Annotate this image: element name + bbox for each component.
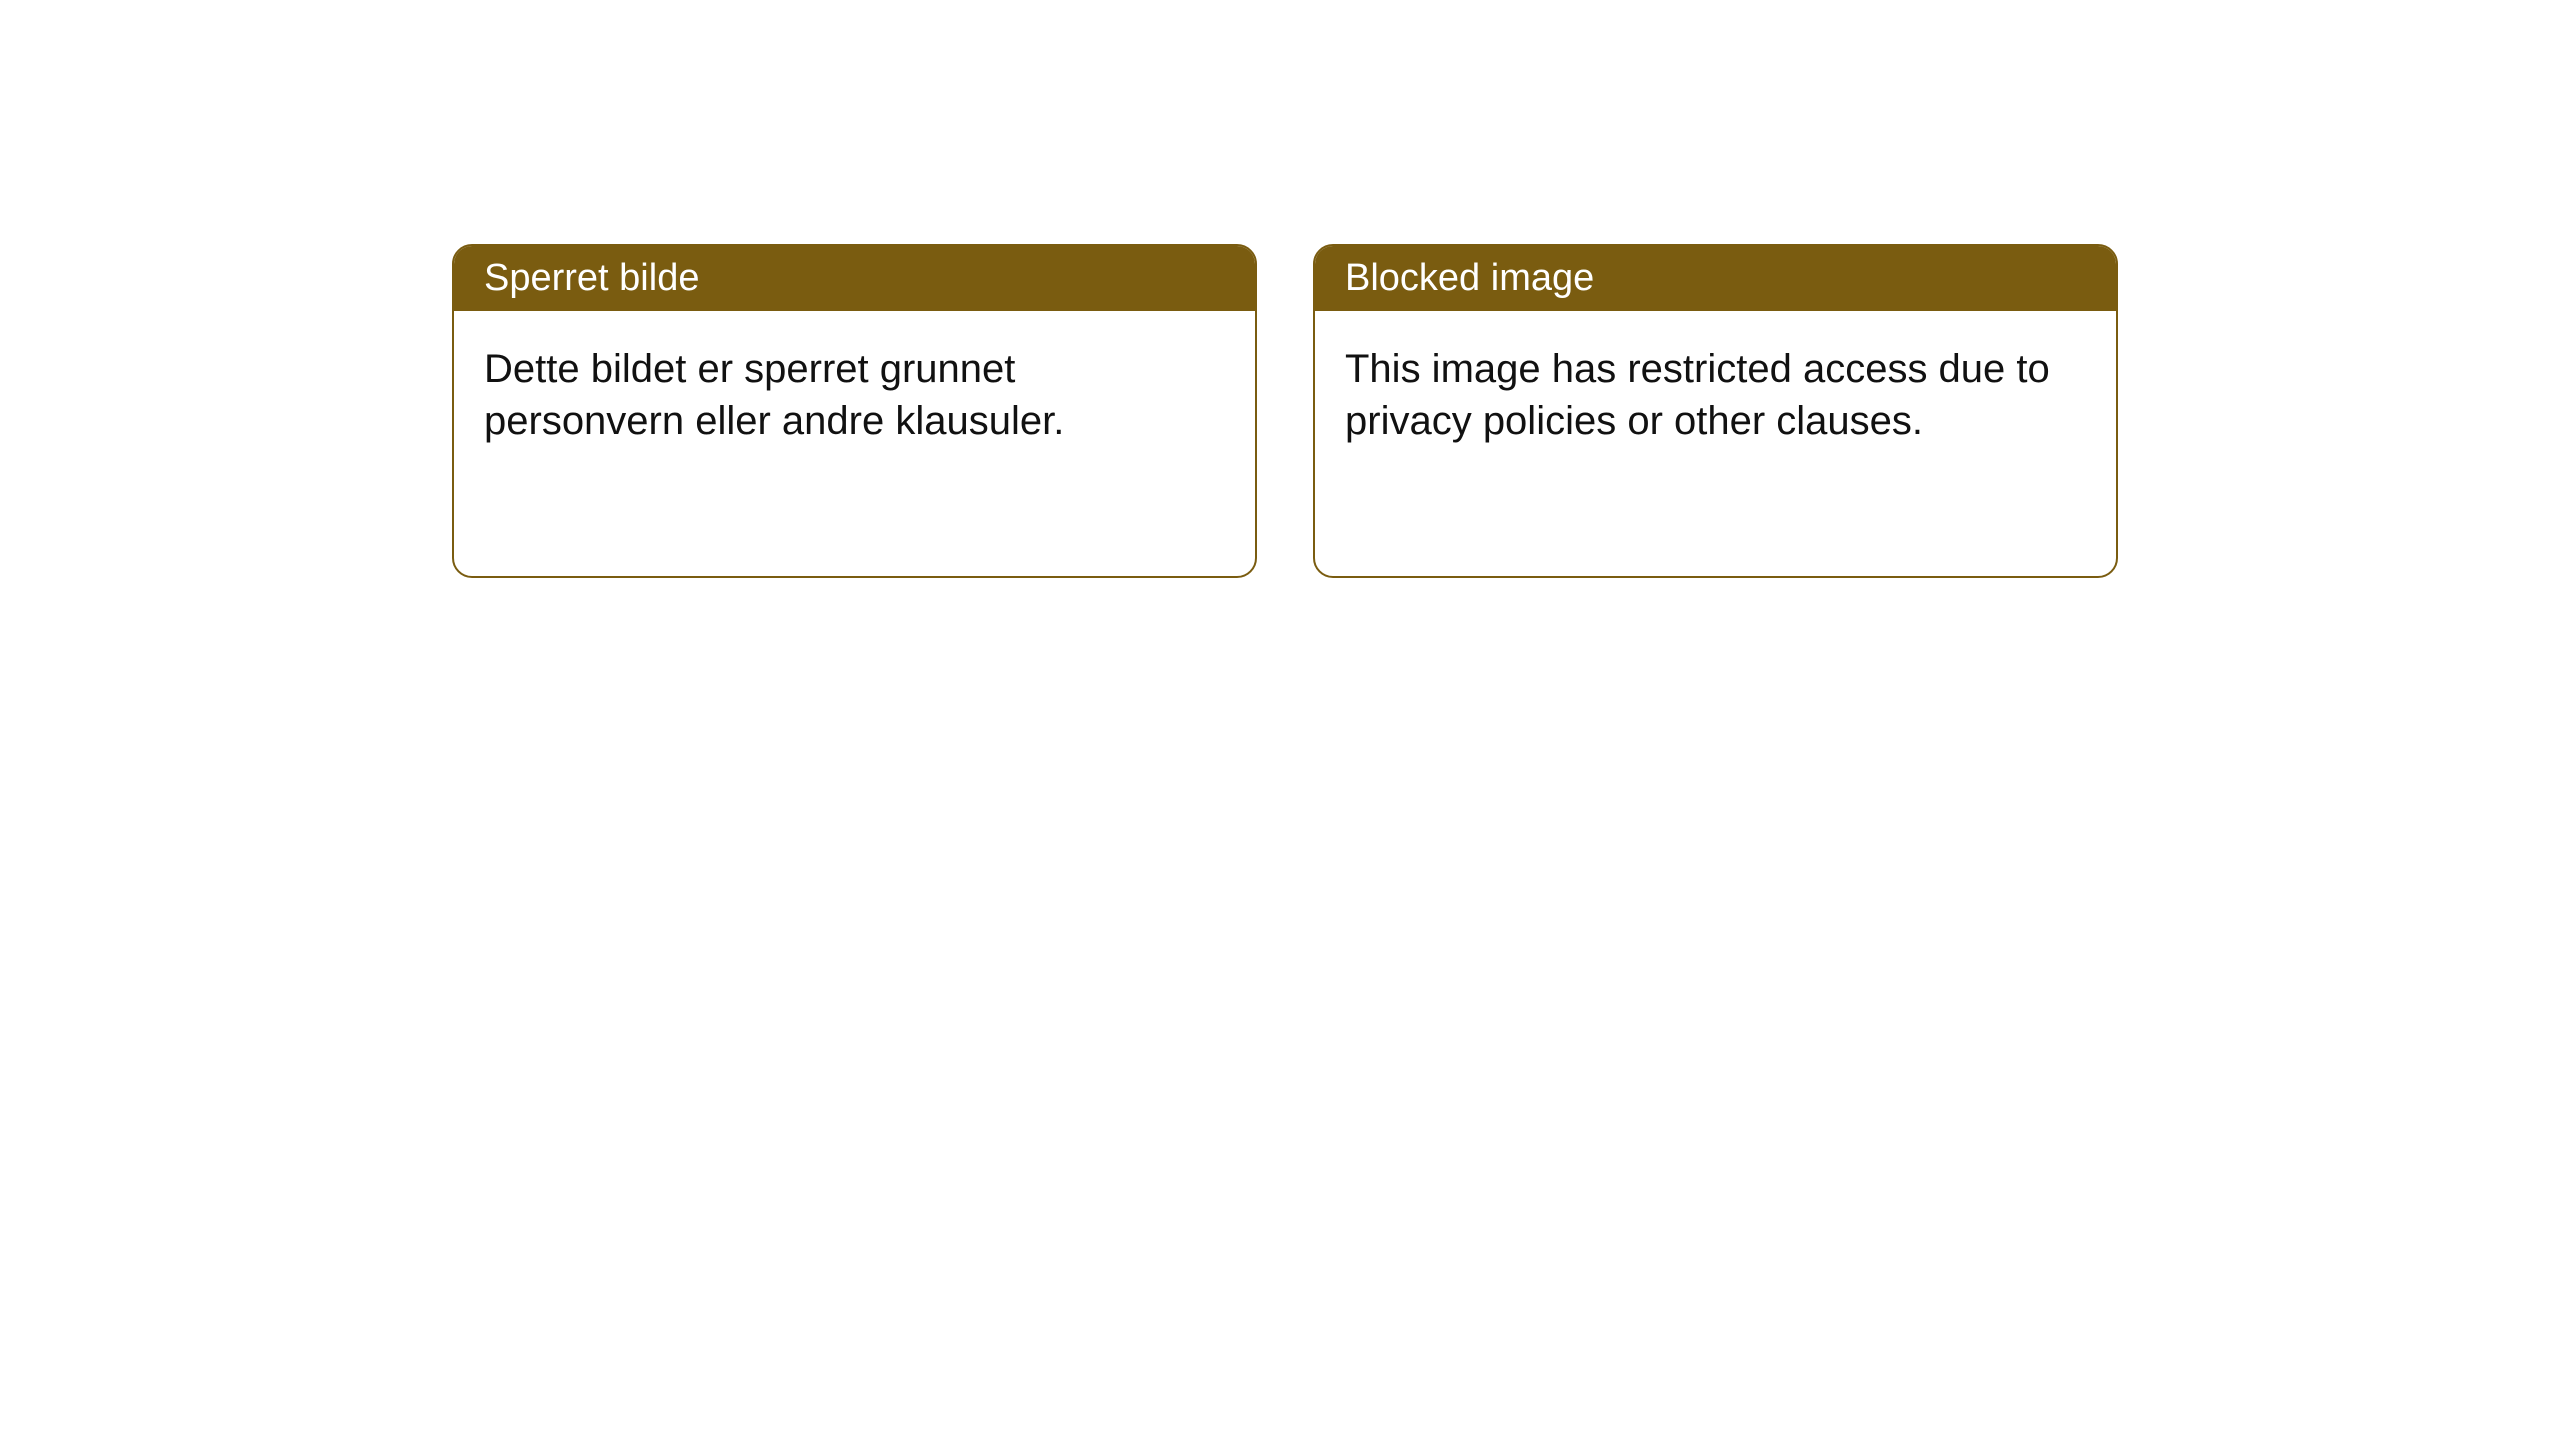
notice-message: Dette bildet er sperret grunnet personve… — [454, 311, 1255, 479]
notice-title: Sperret bilde — [454, 246, 1255, 311]
notice-message: This image has restricted access due to … — [1315, 311, 2116, 479]
notice-card-norwegian: Sperret bilde Dette bildet er sperret gr… — [452, 244, 1257, 578]
notice-card-english: Blocked image This image has restricted … — [1313, 244, 2118, 578]
notice-container: Sperret bilde Dette bildet er sperret gr… — [0, 0, 2560, 578]
notice-title: Blocked image — [1315, 246, 2116, 311]
